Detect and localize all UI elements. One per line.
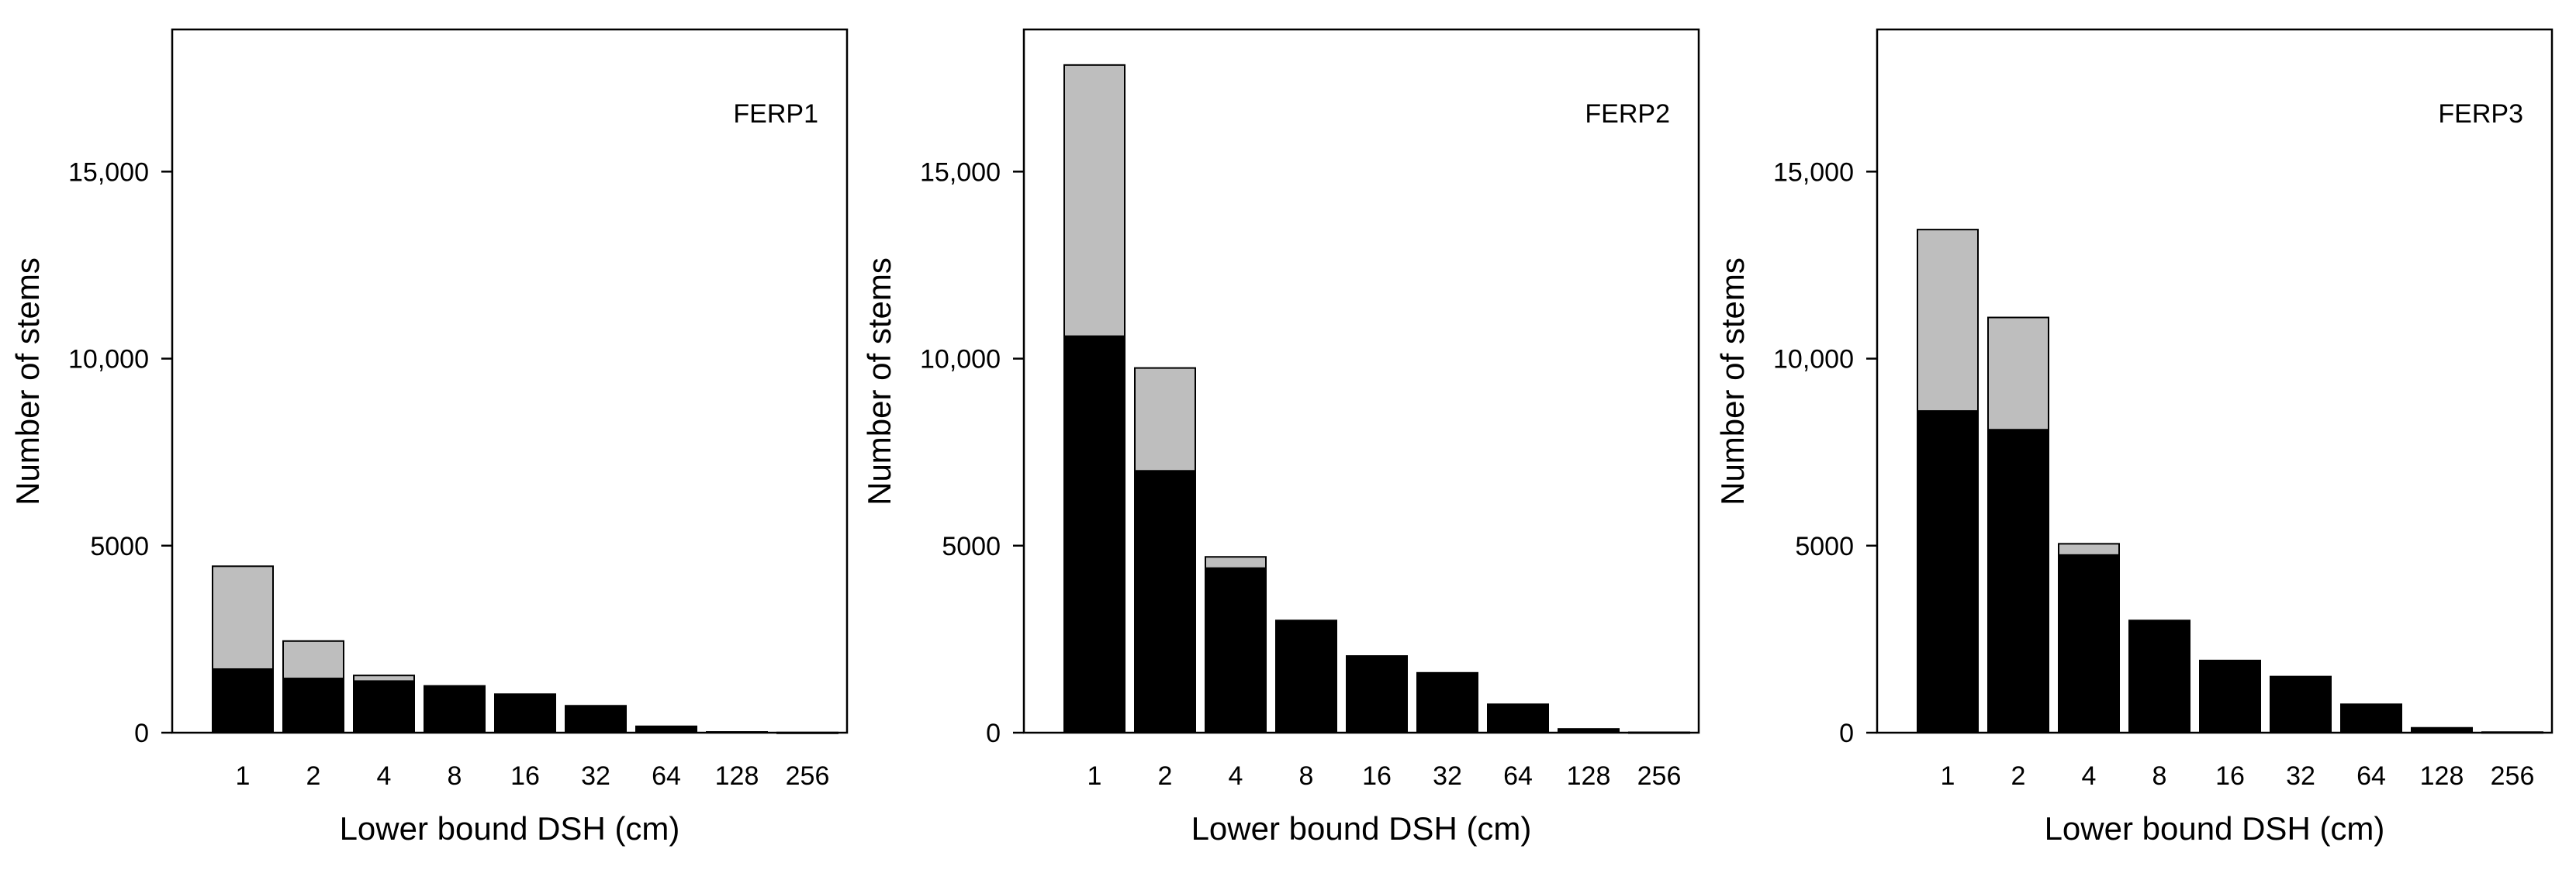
x-tick-label: 32 [2286,761,2315,791]
x-axis-title: Lower bound DSH (cm) [340,810,680,847]
x-tick-label: 8 [1299,761,1314,791]
x-tick-label: 16 [1362,761,1392,791]
bar-lower-8 [424,685,486,734]
bar-upper-1 [1917,229,1979,412]
x-tick-label: 2 [1158,761,1173,791]
x-tick-label: 4 [377,761,392,791]
x-tick-label: 256 [786,761,830,791]
y-tick-label: 0 [986,719,1001,748]
x-tick-label: 1 [236,761,251,791]
bar-lower-32 [2270,675,2332,734]
panel-label: FERP2 [1585,99,1670,129]
bar-lower-32 [1416,671,1478,734]
y-tick-label: 5000 [90,532,149,561]
bar-lower-4 [353,680,415,734]
x-tick-label: 128 [1567,761,1611,791]
chart-panel-3: 1 2 4 8 16 32 64 128 256 0 5000 10,000 15,000 FERP3 Lo… [1714,28,2554,847]
x-tick-label: 1 [1941,761,1955,791]
bar-upper-4 [1205,556,1267,569]
x-tick-label: 4 [1229,761,1243,791]
bar-lower-1 [1063,335,1125,733]
bar-upper-4 [2058,543,2120,556]
bar-lower-1 [212,668,274,734]
bar-lower-64 [2340,703,2402,734]
bar-lower-16 [2199,659,2261,733]
x-tick-label: 256 [1637,761,1682,791]
x-tick-label: 8 [2152,761,2167,791]
bar-lower-4 [1205,567,1267,733]
bar-lower-2 [1987,429,2049,733]
x-axis-title: Lower bound DSH (cm) [2045,810,2385,847]
bar-upper-2 [1987,316,2049,431]
panel-label: FERP3 [2438,99,2523,129]
y-tick-label: 10,000 [920,345,1001,374]
y-tick-label: 10,000 [1773,345,1854,374]
bar-lower-16 [1346,655,1408,733]
bar-upper-1 [212,565,274,670]
x-tick-label: 2 [2011,761,2026,791]
y-axis-title: Number of stems [9,257,46,506]
y-axis-title: Number of stems [861,257,897,506]
x-tick-label: 16 [2215,761,2245,791]
y-tick-label: 15,000 [1773,157,1854,187]
bar-lower-2 [282,678,344,734]
x-tick-label: 8 [448,761,462,791]
x-tick-label: 64 [2356,761,2386,791]
y-tick-label: 15,000 [68,157,149,187]
bar-upper-2 [282,640,344,680]
bar-lower-2 [1134,470,1196,733]
bar-lower-8 [2128,619,2190,733]
bar-lower-256 [2481,731,2543,734]
bar-upper-2 [1134,367,1196,472]
x-tick-label: 1 [1087,761,1102,791]
x-tick-label: 64 [652,761,681,791]
x-axis-title: Lower bound DSH (cm) [1191,810,1532,847]
x-tick-label: 256 [2491,761,2535,791]
y-tick-label: 10,000 [68,345,149,374]
x-tick-label: 2 [306,761,321,791]
y-tick-label: 15,000 [920,157,1001,187]
chart-panel-1: 1 2 4 8 16 32 64 128 256 0 5000 10,000 15,000 FERP1 Lo… [9,28,849,847]
bar-lower-64 [1487,703,1549,734]
bar-upper-4 [353,675,415,682]
bar-lower-32 [565,705,627,734]
bar-lower-64 [635,725,697,733]
x-tick-label: 32 [1433,761,1462,791]
bar-upper-1 [1063,64,1125,337]
y-tick-label: 0 [1839,719,1854,748]
bar-lower-128 [1558,728,1620,734]
chart-panel-2: 1 2 4 8 16 32 64 128 256 0 5000 10,000 15,000 FERP2 Lo… [861,28,1700,847]
bar-lower-8 [1275,619,1337,733]
y-tick-label: 5000 [942,532,1001,561]
x-tick-label: 128 [2420,761,2464,791]
y-tick-label: 5000 [1795,532,1854,561]
y-tick-label: 0 [134,719,149,748]
x-tick-label: 32 [581,761,610,791]
x-tick-label: 4 [2082,761,2097,791]
x-tick-label: 64 [1503,761,1533,791]
bar-lower-128 [706,731,768,734]
x-tick-label: 128 [715,761,759,791]
y-axis-title: Number of stems [1714,257,1751,506]
bar-lower-1 [1917,410,1979,734]
bar-lower-16 [494,693,556,734]
panel-label: FERP1 [733,99,818,129]
bar-lower-128 [2411,726,2473,734]
bar-lower-4 [2058,554,2120,733]
x-tick-label: 16 [510,761,540,791]
